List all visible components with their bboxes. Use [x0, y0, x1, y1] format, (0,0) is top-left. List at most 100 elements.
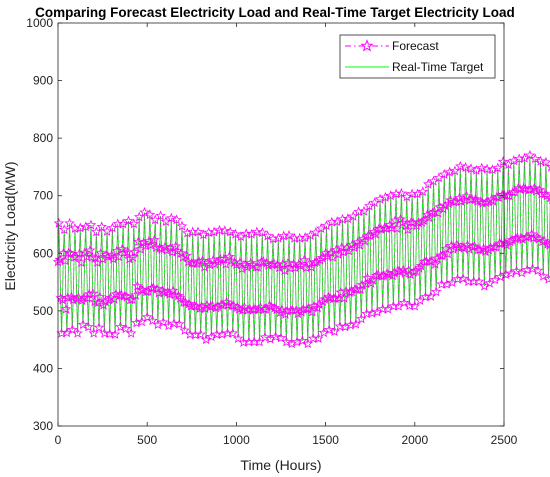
forecast-point: [221, 296, 232, 307]
forecast-point: [345, 319, 356, 330]
forecast-point: [214, 224, 225, 235]
forecast-point: [94, 291, 106, 302]
forecast-point: [227, 327, 239, 338]
forecast-point: [238, 337, 249, 348]
forecast-point: [287, 304, 298, 315]
forecast-point: [179, 324, 190, 335]
forecast-point: [58, 247, 69, 258]
forecast-point: [500, 269, 512, 279]
forecast-point: [417, 186, 429, 197]
forecast-point: [150, 241, 162, 253]
forecast-point: [56, 327, 67, 338]
forecast-point: [361, 308, 372, 319]
forecast-point: [473, 275, 485, 287]
forecast-point: [99, 327, 110, 338]
forecast-point: [215, 253, 226, 264]
forecast-point: [390, 188, 402, 199]
x-tick-label: 1000: [223, 433, 250, 447]
forecast-point: [118, 247, 130, 258]
forecast-point: [546, 197, 550, 205]
forecast-point: [231, 259, 242, 270]
forecast-point: [53, 217, 65, 228]
forecast-point: [320, 247, 331, 258]
legend-forecast-label: Forecast: [392, 39, 439, 53]
forecast-point: [175, 247, 187, 258]
forecast-point: [207, 254, 219, 265]
forecast-point: [128, 218, 140, 229]
forecast-point: [511, 265, 522, 276]
forecast-point: [277, 258, 289, 269]
forecast-point: [109, 329, 121, 339]
forecast-point: [115, 321, 126, 332]
forecast-point: [69, 223, 81, 234]
forecast-point: [298, 254, 310, 265]
forecast-point: [130, 289, 141, 300]
forecast-point: [543, 273, 550, 284]
y-tick-label: 700: [33, 189, 53, 203]
forecast-point: [151, 283, 163, 294]
forecast-point: [335, 286, 346, 297]
forecast-point: [451, 239, 462, 250]
forecast-point: [423, 212, 435, 223]
forecast-point: [356, 313, 367, 324]
forecast-point: [430, 286, 442, 297]
forecast-point: [396, 187, 407, 198]
forecast-point: [438, 203, 449, 214]
forecast-point: [330, 292, 341, 303]
forecast-point: [414, 262, 425, 273]
forecast-point: [149, 234, 160, 245]
y-tick-label: 900: [33, 74, 53, 88]
forecast-point: [252, 261, 264, 272]
forecast-point: [272, 259, 283, 270]
forecast-point: [538, 270, 549, 281]
forecast-point: [326, 216, 338, 227]
forecast-point: [295, 260, 306, 271]
forecast-point: [474, 244, 486, 255]
forecast-point: [204, 259, 215, 270]
forecast-point: [339, 292, 350, 303]
forecast-point: [353, 206, 364, 217]
legend-target-label: Real-Time Target: [392, 60, 484, 74]
forecast-point: [88, 327, 99, 338]
forecast-point: [367, 274, 379, 285]
forecast-point: [524, 149, 536, 160]
forecast-point: [323, 324, 335, 335]
forecast-point: [166, 246, 178, 257]
forecast-point: [125, 327, 137, 338]
forecast-point: [75, 256, 87, 268]
forecast-point: [223, 299, 234, 310]
forecast-point: [532, 265, 544, 275]
forecast-point: [197, 255, 208, 266]
forecast-point: [453, 241, 464, 253]
forecast-point: [389, 267, 400, 278]
forecast-point: [141, 311, 153, 322]
forecast-point: [314, 299, 325, 310]
y-axis-label: Electricity Load(MW): [2, 161, 18, 290]
forecast-point: [183, 298, 195, 309]
forecast-point: [312, 302, 323, 313]
forecast-point: [462, 239, 473, 250]
forecast-point: [378, 270, 389, 281]
forecast-point: [257, 227, 268, 237]
forecast-point: [96, 221, 107, 232]
forecast-point: [75, 222, 86, 233]
forecast-point: [92, 297, 104, 308]
forecast-point: [365, 277, 377, 288]
forecast-point: [145, 239, 157, 250]
forecast-point: [467, 241, 479, 252]
forecast-point: [84, 244, 96, 255]
forecast-point: [182, 227, 193, 238]
forecast-point: [512, 232, 523, 243]
forecast-point: [416, 216, 428, 227]
forecast-point: [534, 184, 545, 195]
forecast-point: [546, 164, 550, 172]
forecast-point: [270, 331, 281, 342]
forecast-point: [174, 292, 186, 303]
forecast-point: [328, 293, 339, 304]
forecast-point: [144, 209, 156, 220]
forecast-point: [120, 323, 132, 334]
forecast-point: [496, 237, 507, 249]
forecast-point: [171, 214, 182, 225]
forecast-point: [131, 317, 142, 328]
forecast-point: [230, 228, 241, 239]
